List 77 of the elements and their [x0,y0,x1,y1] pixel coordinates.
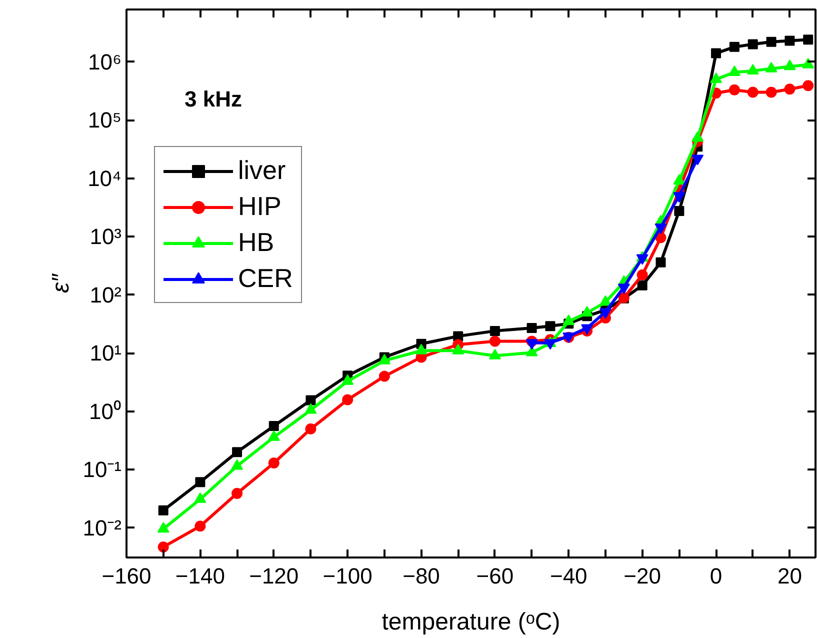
legend-label: CER [238,263,293,294]
point [526,322,537,333]
x-axis-title: temperature (ᵒC) [382,608,560,636]
point [728,84,740,96]
point [231,459,244,470]
point [158,505,168,516]
point [158,541,169,552]
point [729,42,740,52]
point [545,321,556,332]
x-tick-label: −100 [322,564,372,588]
point [490,326,500,336]
point [656,257,666,268]
y-tick-label: 10² [90,282,122,308]
point [599,295,612,306]
point [306,395,316,406]
point [692,131,704,142]
x-tick-label: −140 [175,564,225,588]
point [748,39,758,50]
point [802,80,814,92]
point [765,62,778,72]
legend-label: liver [238,155,286,186]
x-tick-label: −60 [476,564,514,588]
y-tick-label: 10⁻² [82,515,122,540]
point [766,86,777,98]
x-tick-label: −40 [550,564,588,588]
annotation: 3 kHz [184,86,242,112]
x-tick-label: −20 [624,564,661,588]
legend-label: HIP [238,191,282,222]
y-tick-label: 10⁰ [89,398,122,424]
legend-label: HB [238,227,274,258]
point [710,72,722,84]
y-tick-label: 10¹ [90,340,122,366]
point [268,430,280,441]
point [305,423,316,434]
point [581,306,594,317]
x-tick-label: −120 [249,564,299,588]
point [232,488,243,499]
point [232,447,242,458]
point [784,36,795,46]
point [728,65,740,76]
point [637,280,648,290]
x-tick-label: 20 [777,564,802,588]
point [415,344,428,354]
point [268,457,280,468]
y-tick-label: 10⁵ [88,108,122,133]
point [674,206,684,216]
x-tick-label: 0 [710,564,722,588]
point [784,84,796,95]
point [747,86,758,98]
point [194,520,206,532]
x-tick-label: −160 [102,564,152,588]
point [803,34,814,45]
y-tick-label: 10⁻¹ [82,457,122,482]
point [268,421,279,432]
point [673,174,686,185]
point [711,48,722,58]
y-tick-label: 10⁶ [88,49,122,74]
point [194,492,206,503]
y-tick-label: 10⁴ [88,166,122,191]
point [342,394,354,406]
point [195,477,206,488]
y-axis-title: ε″ [48,272,75,294]
y-tick-label: 10³ [90,224,122,250]
point [784,60,796,70]
point [378,370,390,382]
point [488,348,501,360]
point [452,344,464,354]
x-tick-label: −80 [402,564,440,588]
point [157,522,170,533]
point [562,314,575,326]
point [766,36,776,47]
point [489,336,500,347]
point [746,64,759,74]
point [342,374,354,385]
point [304,403,317,414]
point [636,269,648,280]
point [802,58,814,68]
